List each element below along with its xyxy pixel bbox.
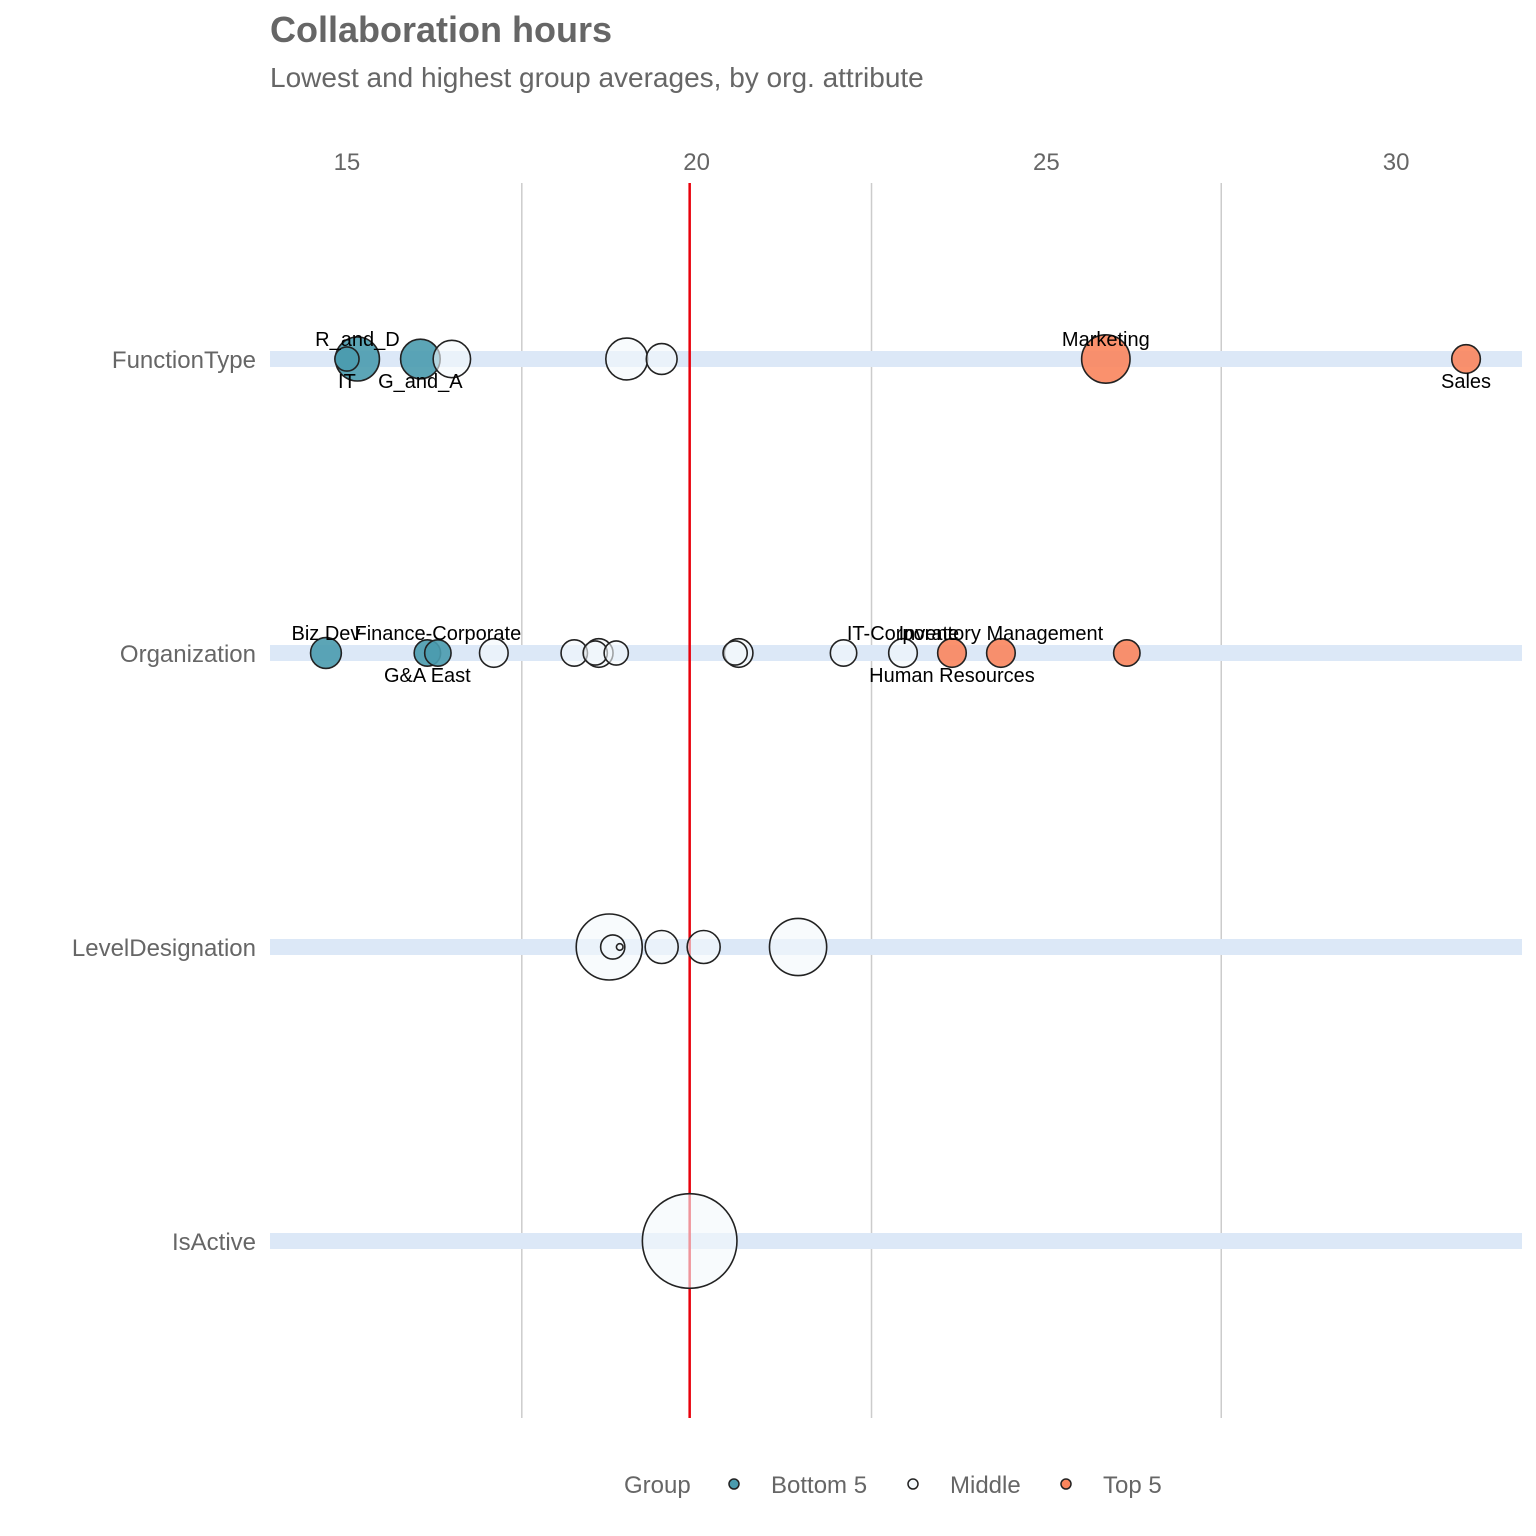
category-label: FunctionType [112,347,256,374]
chart-subtitle: Lowest and highest group averages, by or… [270,62,924,93]
legend: Group Bottom 5 Middle Top 5 [624,1472,1162,1499]
data-point [605,337,649,381]
data-point [686,929,721,965]
point-label: G_and_A [378,371,463,393]
data-point [644,929,679,965]
legend-label: Bottom 5 [771,1472,867,1499]
y-axis-categories: FunctionType Organization LevelDesignation… [72,347,256,1256]
data-point [1080,333,1131,384]
data-point [829,638,858,667]
point-label: IT [338,371,356,393]
legend-swatch [907,1478,919,1490]
point-label: Marketing [1062,329,1150,351]
legend-label: Middle [950,1472,1021,1499]
data-point [985,637,1017,669]
data-point [645,342,678,376]
data-point [641,1192,738,1290]
legend-label: Top 5 [1103,1472,1162,1499]
point-label: Sales [1441,371,1491,393]
point-label: Finance-Corporate [354,623,521,645]
x-tick-label: 30 [1383,149,1410,176]
gridlines [521,183,1222,1418]
data-point [1450,343,1482,375]
data-point [768,917,828,977]
data-point [936,637,968,669]
data-point [615,942,624,952]
data-point [603,640,630,666]
data-point [478,637,509,669]
data-point [599,934,626,960]
category-bands [270,351,1522,1249]
x-tick-label: 15 [334,149,361,176]
data-point [334,346,360,372]
legend-title: Group [624,1472,691,1499]
data-point [1112,638,1141,667]
x-tick-label: 25 [1033,149,1060,176]
x-tick-label: 20 [683,149,710,176]
x-axis-ticks: 15 20 25 30 [334,149,1410,176]
category-band [270,1233,1522,1249]
point-labels: R_and_D IT G_and_A Marketing Sales Biz Dev G&A… [292,329,1492,687]
point-label: Biz Dev [292,623,361,645]
legend-swatch [728,1478,740,1490]
point-label: Inventory Management [899,623,1104,645]
data-point [423,638,452,667]
point-label: Human Resources [869,665,1035,687]
category-band [270,939,1522,955]
data-point [432,339,472,379]
category-label: IsActive [172,1229,256,1256]
category-label: Organization [120,641,256,668]
data-point [887,637,919,669]
legend-swatch [1060,1478,1072,1490]
chart-title: Collaboration hours [270,9,612,50]
point-label: G&A East [384,665,471,687]
category-band [270,351,1522,367]
point-label: R_and_D [315,329,400,351]
category-label: LevelDesignation [72,935,256,962]
data-point [722,640,749,666]
point-label: IT-Corporate [847,623,959,645]
data-points [309,333,1482,1290]
data-point [309,636,343,670]
